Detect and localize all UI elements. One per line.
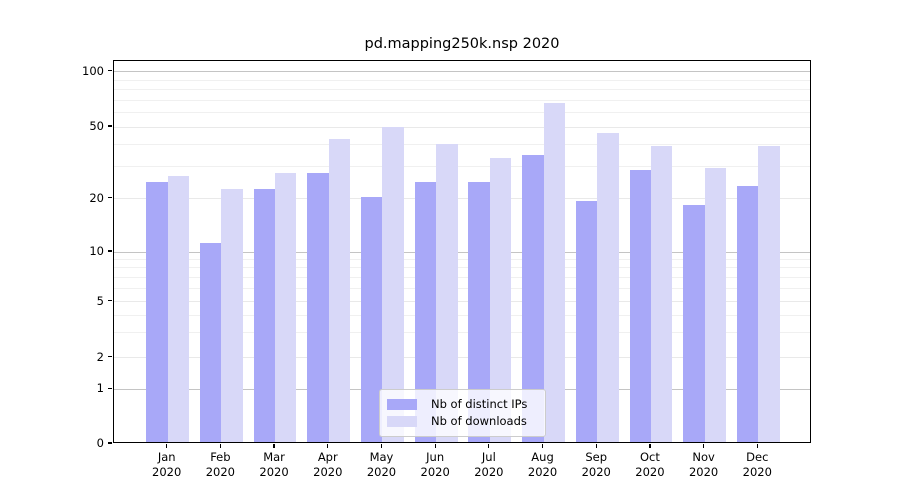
y-tick [108, 387, 112, 389]
legend-label-downloads: Nb of downloads [431, 414, 527, 429]
chart-title: pd.mapping250k.nsp 2020 [364, 36, 560, 52]
minor-gridline [114, 277, 810, 279]
bar-downloads-oct [650, 146, 673, 442]
x-tick [649, 444, 651, 448]
bar-downloads-jan [167, 176, 190, 442]
legend-swatch-distinct-ips [387, 398, 417, 410]
x-tick [541, 444, 544, 448]
y-tick-label: 2 [96, 349, 104, 364]
legend-swatch-downloads [387, 416, 417, 428]
bar-ips-feb [199, 242, 222, 442]
bar-downloads-may [382, 126, 404, 442]
gridline [114, 301, 810, 303]
minor-gridline [114, 288, 810, 290]
y-tick-label: 0 [96, 436, 104, 450]
x-tick [273, 444, 275, 448]
bar-ips-apr [307, 173, 329, 442]
bar-downloads-feb [221, 189, 243, 442]
bar-downloads-mar [275, 173, 297, 442]
legend-item-distinct-ips: Nb of distinct IPs [387, 396, 537, 411]
gridline [114, 198, 810, 200]
gridline [114, 357, 810, 359]
bar-ips-jul [468, 182, 490, 442]
legend: Nb of distinct IPs Nb of downloads [379, 389, 546, 437]
x-tick-label: May 2020 [366, 450, 397, 479]
x-tick [703, 444, 705, 448]
minor-gridline [114, 143, 810, 145]
x-tick-label: Nov 2020 [688, 450, 719, 479]
y-tick [108, 250, 112, 252]
x-tick [756, 444, 758, 448]
x-tick [595, 444, 597, 448]
y-tick-label: 20 [89, 190, 104, 205]
minor-gridline [114, 166, 810, 168]
minor-gridline [114, 267, 810, 269]
bar-downloads-nov [704, 167, 726, 442]
y-tick-label: 1 [96, 381, 104, 396]
bar-ips-oct [629, 170, 651, 442]
x-tick-label: Jan 2020 [152, 450, 182, 479]
y-tick [108, 197, 112, 199]
legend-label-distinct-ips: Nb of distinct IPs [431, 396, 528, 411]
x-tick-label: Oct 2020 [635, 450, 665, 479]
x-tick [327, 444, 329, 448]
bar-downloads-apr [328, 138, 351, 442]
minor-gridline [114, 259, 810, 261]
bar-ips-nov [683, 204, 705, 442]
legend-item-downloads: Nb of downloads [387, 415, 537, 428]
x-tick-label: Jun 2020 [420, 450, 450, 479]
minor-gridline [114, 314, 810, 316]
y-tick [108, 70, 112, 72]
bar-ips-aug [522, 155, 544, 442]
bar-ips-mar [253, 189, 276, 442]
x-tick [219, 444, 221, 448]
y-tick [108, 356, 112, 358]
x-tick [380, 444, 383, 448]
bar-downloads-sep [597, 133, 619, 442]
y-tick-label: 50 [89, 119, 104, 133]
y-tick [108, 125, 112, 127]
bar-ips-dec [736, 185, 759, 442]
x-tick-label: Mar 2020 [259, 450, 289, 479]
minor-gridline [114, 99, 810, 101]
y-tick-label: 5 [96, 293, 104, 308]
bar-ips-sep [575, 200, 598, 442]
x-tick-label: Dec 2020 [742, 450, 772, 479]
minor-gridline [114, 111, 810, 113]
plot-area [113, 60, 811, 443]
minor-gridline [114, 332, 810, 334]
x-tick-label: Sep 2020 [581, 450, 611, 479]
x-tick-label: Aug 2020 [527, 450, 558, 479]
x-tick [166, 444, 168, 448]
bar-downloads-jul [489, 157, 512, 442]
gridline [114, 126, 810, 128]
major-gridline [114, 251, 810, 253]
x-tick-label: Jul 2020 [474, 450, 504, 479]
major-gridline [114, 71, 810, 73]
bar-downloads-dec [758, 146, 780, 442]
minor-gridline [114, 89, 810, 90]
y-tick-label: 10 [89, 244, 104, 258]
bar-downloads-jun [436, 144, 458, 442]
x-tick [488, 444, 490, 448]
bar-downloads-aug [543, 102, 565, 442]
y-tick [108, 300, 112, 302]
x-tick [434, 444, 436, 448]
bar-ips-jun [414, 182, 437, 442]
bar-ips-may [361, 196, 383, 442]
x-tick-label: Feb 2020 [205, 450, 236, 479]
bar-ips-jan [146, 182, 168, 442]
y-tick [108, 442, 112, 444]
y-tick-label: 100 [82, 63, 104, 78]
x-tick-label: Apr 2020 [313, 450, 343, 479]
minor-gridline [114, 79, 810, 81]
